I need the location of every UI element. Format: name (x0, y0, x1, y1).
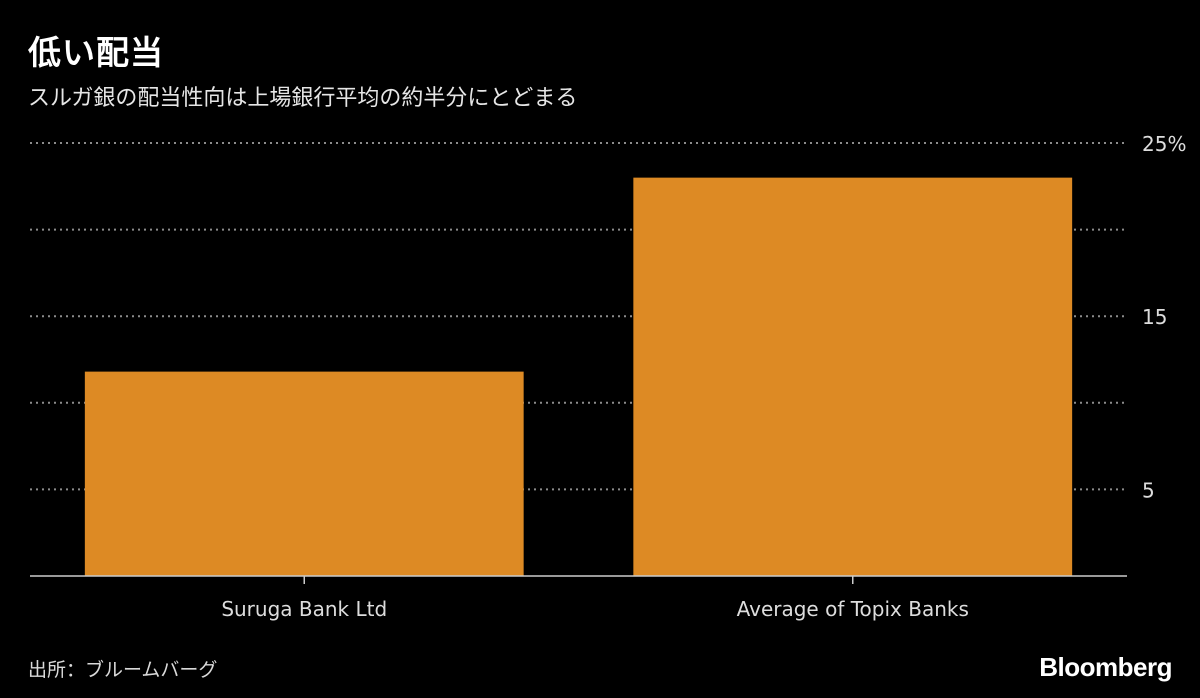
source-note: 出所：ブルームバーグ (28, 659, 218, 681)
x-tick-label: Average of Topix Banks (737, 597, 969, 621)
bar (633, 177, 1073, 576)
y-tick-label: 5 (1142, 478, 1155, 502)
bar (84, 371, 524, 576)
x-tick-label: Suruga Bank Ltd (221, 597, 387, 621)
bloomberg-logo: Bloomberg (1039, 652, 1172, 682)
chart-title: 低い配当 (28, 33, 164, 72)
y-tick-label: 25% (1142, 132, 1186, 156)
y-tick-label: 15 (1142, 305, 1167, 329)
x-axis: Suruga Bank Ltd Average of Topix Banks (30, 575, 1127, 621)
y-axis-ticks: 5 15 25% (1142, 132, 1186, 502)
chart-subtitle: スルガ銀の配当性向は上場銀行平均の約半分にとどまる (28, 86, 578, 111)
bars (84, 177, 1073, 576)
